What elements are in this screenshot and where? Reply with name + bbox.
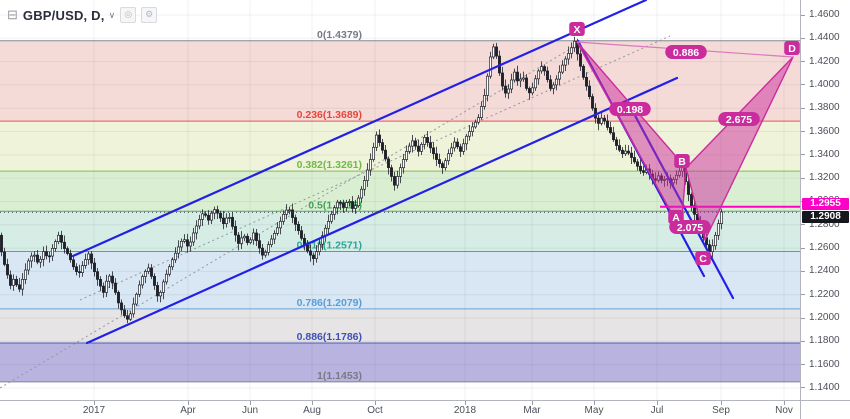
price-axis-label: 1.4400 <box>809 32 840 44</box>
time-axis-label: Oct <box>367 405 383 416</box>
price-axis-tick <box>801 14 805 16</box>
price-axis-label: 1.2600 <box>809 242 840 254</box>
price-axis-tick <box>801 107 805 109</box>
fib-level-label: 0.236(1.3689) <box>297 109 362 121</box>
price-axis-tick <box>801 131 805 133</box>
time-axis-label: Jul <box>650 405 664 416</box>
svg-text:B: B <box>678 156 686 168</box>
time-axis-label: Nov <box>775 405 793 416</box>
price-badge: 1.2908 <box>802 211 849 224</box>
axis-corner <box>800 400 850 419</box>
pattern-labels: 0.886 0.198 2.675 2.075 X A B C D <box>569 22 800 265</box>
visibility-icon[interactable]: ◎ <box>120 7 137 23</box>
svg-text:X: X <box>573 24 580 36</box>
svg-text:D: D <box>788 43 796 55</box>
time-axis-tick <box>465 401 466 405</box>
time-axis-tick <box>594 401 595 405</box>
price-axis-label: 1.3800 <box>809 102 840 114</box>
gear-icon[interactable]: ⚙ <box>141 7 158 23</box>
price-badge: 1.2955 <box>802 197 849 210</box>
time-axis-tick <box>250 401 251 405</box>
price-axis-label: 1.4200 <box>809 55 840 67</box>
fib-level-label: 0.382(1.3261) <box>297 159 362 171</box>
svg-text:A: A <box>672 212 680 224</box>
time-axis-tick <box>721 401 722 405</box>
chevron-down-icon[interactable]: ∨ <box>108 9 116 20</box>
price-axis-tick <box>801 224 805 226</box>
symbol-title[interactable]: GBP/USD, D, <box>22 7 105 23</box>
time-axis-tick <box>657 401 658 405</box>
dotted-trend-lines <box>0 35 671 389</box>
price-axis-tick <box>801 387 805 389</box>
time-axis-label: May <box>584 405 604 416</box>
price-axis[interactable]: 1.4600 1.4400 1.4200 1.4000 1.3800 1.3600 1.34… <box>800 0 850 400</box>
time-axis-label: Apr <box>180 405 196 416</box>
price-chart-svg[interactable]: 0(1.4379)0.236(1.3689)0.382(1.3261)0.5(1… <box>0 0 800 400</box>
price-axis-label: 1.4000 <box>809 78 840 90</box>
svg-text:C: C <box>699 253 707 265</box>
price-axis-label: 1.2400 <box>809 265 840 277</box>
fib-level-label: 0.786(1.2079) <box>297 297 362 309</box>
price-axis-tick <box>801 61 805 63</box>
price-axis-label: 1.3400 <box>809 148 840 160</box>
collapse-legend-icon[interactable]: ⊟ <box>7 7 18 22</box>
svg-text:0.198: 0.198 <box>617 104 643 116</box>
price-axis-label: 1.4600 <box>809 9 840 20</box>
svg-text:0.886: 0.886 <box>673 47 699 59</box>
fib-level-label: 0.886(1.1786) <box>297 331 362 343</box>
time-axis-label: Mar <box>523 405 541 416</box>
time-axis-label: Jun <box>241 405 259 416</box>
symbol-header: ⊟ GBP/USD, D, ∨ ◎ ⚙ <box>7 7 158 23</box>
price-axis-tick <box>801 317 805 319</box>
time-axis[interactable]: 2017 Apr Jun Aug Oct 2018 Mar May Jul Sep Nov <box>0 400 800 419</box>
ascending-channel-lower <box>85 76 679 345</box>
svg-text:2.075: 2.075 <box>677 222 703 234</box>
chart-canvas[interactable]: 0(1.4379) 0.236(1.3689) 0.382(1.3261) 0.5(1… <box>0 0 800 400</box>
price-axis-tick <box>801 154 805 156</box>
price-axis-tick <box>801 177 805 179</box>
price-axis-tick <box>801 340 805 342</box>
time-axis-label: 2017 <box>82 405 106 416</box>
price-axis-tick <box>801 270 805 272</box>
price-axis-label: 1.3200 <box>809 172 840 184</box>
fib-level-label: 1(1.1453) <box>317 370 362 382</box>
price-axis-label: 1.2000 <box>809 312 840 324</box>
price-axis-label: 1.1800 <box>809 335 840 347</box>
price-axis-label: 1.2200 <box>809 288 840 300</box>
ascending-channel-upper <box>71 0 648 258</box>
time-axis-label: 2018 <box>453 405 477 416</box>
time-axis-tick <box>94 401 95 405</box>
fib-level-label: 0(1.4379) <box>317 29 362 41</box>
price-axis-label: 1.1400 <box>809 381 840 393</box>
time-axis-tick <box>532 401 533 405</box>
time-axis-tick <box>188 401 189 405</box>
time-axis-tick <box>784 401 785 405</box>
price-axis-label: 1.2800 <box>809 218 840 230</box>
price-axis-tick <box>801 364 805 366</box>
time-axis-label: Sep <box>712 405 730 416</box>
price-axis-tick <box>801 84 805 86</box>
price-axis-tick <box>801 294 805 296</box>
price-axis-tick <box>801 247 805 249</box>
price-axis-tick <box>801 37 805 39</box>
svg-text:2.675: 2.675 <box>726 114 752 126</box>
price-axis-label: 1.1600 <box>809 358 840 370</box>
time-axis-tick <box>312 401 313 405</box>
candles <box>0 36 723 324</box>
time-axis-tick <box>375 401 376 405</box>
price-axis-label: 1.3600 <box>809 125 840 137</box>
time-axis-label: Aug <box>303 405 321 416</box>
